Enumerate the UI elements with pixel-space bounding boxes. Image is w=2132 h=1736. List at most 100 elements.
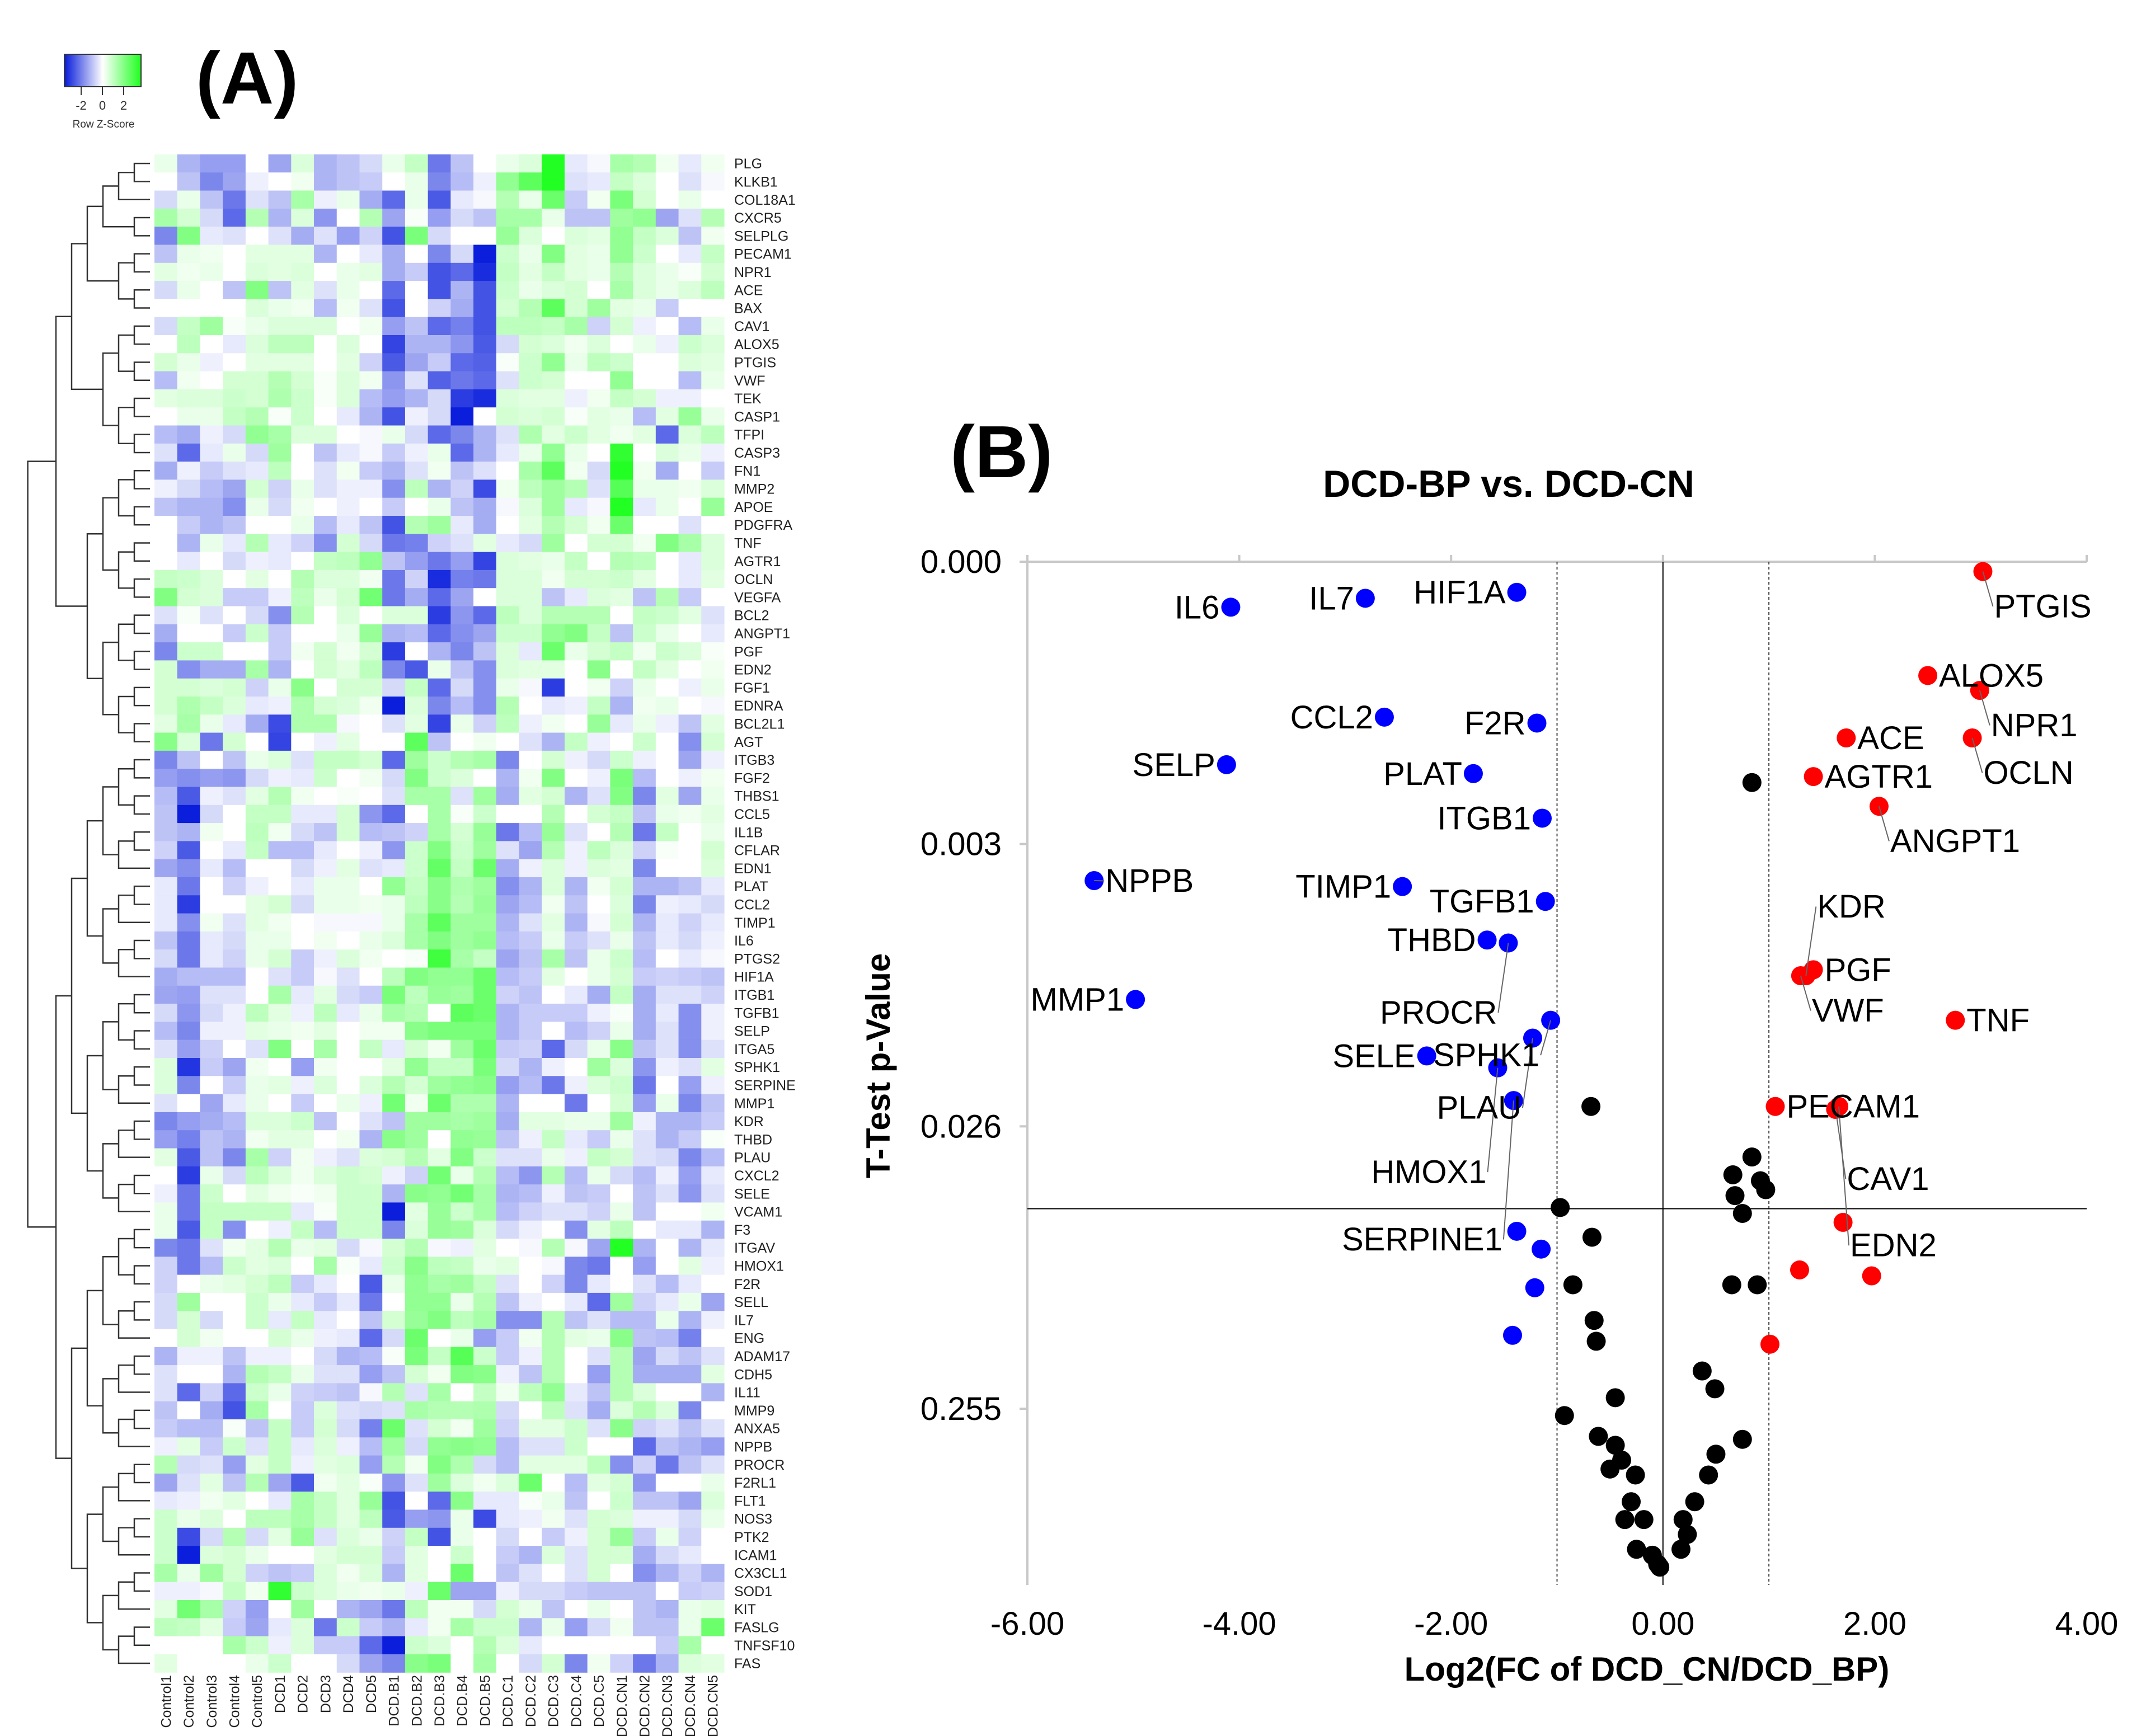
heatmap-cell xyxy=(564,389,588,408)
heatmap-cell xyxy=(200,335,223,354)
heatmap-cell xyxy=(473,1636,497,1655)
heatmap-cell xyxy=(405,1292,429,1311)
heatmap-cell xyxy=(678,750,702,769)
heatmap-cell xyxy=(564,769,588,788)
data-point-down xyxy=(1541,1010,1561,1030)
dendrogram-branch xyxy=(86,533,103,679)
heatmap-cell xyxy=(633,389,656,408)
heatmap-cell xyxy=(428,1582,451,1601)
heatmap-cell xyxy=(382,407,406,426)
heatmap-cell xyxy=(610,823,633,841)
heatmap-cell xyxy=(382,1329,406,1348)
dendrogram-branch xyxy=(133,1174,150,1194)
heatmap-cell xyxy=(291,1546,314,1564)
heatmap-cell xyxy=(564,1130,588,1149)
heatmap-cell xyxy=(610,642,633,661)
heatmap-cell xyxy=(678,877,702,896)
heatmap-cell xyxy=(519,732,542,751)
heatmap-cell xyxy=(633,443,656,462)
heatmap-cell xyxy=(223,913,246,932)
heatmap-cell xyxy=(450,425,474,444)
heatmap-cell xyxy=(496,443,520,462)
heatmap-cell xyxy=(473,1618,497,1637)
heatmap-cell xyxy=(587,877,611,896)
column-label: DCD.C3 xyxy=(546,1675,562,1727)
heatmap-cell xyxy=(291,1130,314,1149)
heatmap-cell xyxy=(519,1564,542,1583)
heatmap-cell xyxy=(450,1112,474,1131)
heatmap-cell xyxy=(405,1455,429,1474)
heatmap-cell xyxy=(473,1184,497,1203)
heatmap-cell xyxy=(268,208,292,227)
heatmap-cell xyxy=(200,1112,223,1131)
heatmap-cell xyxy=(314,1292,337,1311)
heatmap-cell xyxy=(610,1130,633,1149)
heatmap-cell xyxy=(268,714,292,733)
heatmap-cell xyxy=(314,1166,337,1185)
heatmap-cell xyxy=(655,407,679,426)
heatmap-cell xyxy=(268,769,292,788)
heatmap-cell xyxy=(200,190,223,209)
heatmap-cell xyxy=(336,1058,360,1076)
heatmap-cell xyxy=(223,1509,246,1528)
heatmap-cell xyxy=(496,913,520,932)
heatmap-cell xyxy=(382,425,406,444)
heatmap-cell xyxy=(633,787,656,806)
heatmap-cell xyxy=(336,299,360,318)
heatmap-cell xyxy=(200,1437,223,1456)
heatmap-cell xyxy=(405,714,429,733)
heatmap-cell xyxy=(678,154,702,173)
heatmap-cell xyxy=(701,823,725,841)
heatmap-cell xyxy=(314,190,337,209)
heatmap-cell xyxy=(314,1401,337,1420)
heatmap-cell xyxy=(450,1582,474,1601)
heatmap-cell xyxy=(428,588,451,607)
heatmap-cell xyxy=(519,1527,542,1546)
heatmap-cell xyxy=(496,1347,520,1366)
heatmap-cell xyxy=(542,262,565,281)
heatmap-cell xyxy=(177,1365,201,1384)
heatmap-cell xyxy=(678,534,702,553)
heatmap-cell xyxy=(496,1130,520,1149)
heatmap-cell xyxy=(405,877,429,896)
row-label: TNF xyxy=(734,535,762,551)
point-label: HMOX1 xyxy=(1371,1154,1486,1191)
data-point-up xyxy=(1826,1100,1845,1119)
heatmap-cell xyxy=(428,913,451,932)
heatmap-cell xyxy=(268,281,292,299)
heatmap-cell xyxy=(428,1004,451,1022)
heatmap-cell xyxy=(268,1058,292,1076)
heatmap-cell xyxy=(245,1112,269,1131)
heatmap-cell xyxy=(428,497,451,516)
heatmap-cell xyxy=(678,1130,702,1149)
heatmap-cell xyxy=(701,750,725,769)
color-key-tick xyxy=(81,87,82,95)
heatmap-cell xyxy=(564,678,588,697)
heatmap-cell xyxy=(245,1527,269,1546)
heatmap-cell xyxy=(382,805,406,824)
heatmap-cell xyxy=(519,1509,542,1528)
heatmap-cell xyxy=(359,497,383,516)
heatmap-cell xyxy=(268,1311,292,1330)
heatmap-cell xyxy=(678,244,702,264)
dendrogram-branch xyxy=(133,162,150,182)
dendrogram-branch xyxy=(133,885,150,905)
heatmap-cell xyxy=(428,606,451,625)
heatmap-cell xyxy=(154,606,178,625)
heatmap-cell xyxy=(450,1654,474,1673)
heatmap-cell xyxy=(473,262,497,281)
heatmap-cell xyxy=(359,769,383,788)
heatmap-cell xyxy=(382,1473,406,1492)
heatmap-cell xyxy=(587,1582,611,1601)
heatmap-cell xyxy=(428,1274,451,1293)
heatmap-cell xyxy=(405,588,429,607)
heatmap-cell xyxy=(223,1636,246,1655)
heatmap-cell xyxy=(154,931,178,950)
heatmap-cell xyxy=(359,1274,383,1293)
heatmap-cell xyxy=(428,1365,451,1384)
heatmap-cell xyxy=(701,1076,725,1095)
heatmap-cell xyxy=(496,1112,520,1131)
heatmap-cell xyxy=(564,1184,588,1203)
row-label: SELP xyxy=(734,1024,770,1039)
heatmap-cell xyxy=(428,1292,451,1311)
